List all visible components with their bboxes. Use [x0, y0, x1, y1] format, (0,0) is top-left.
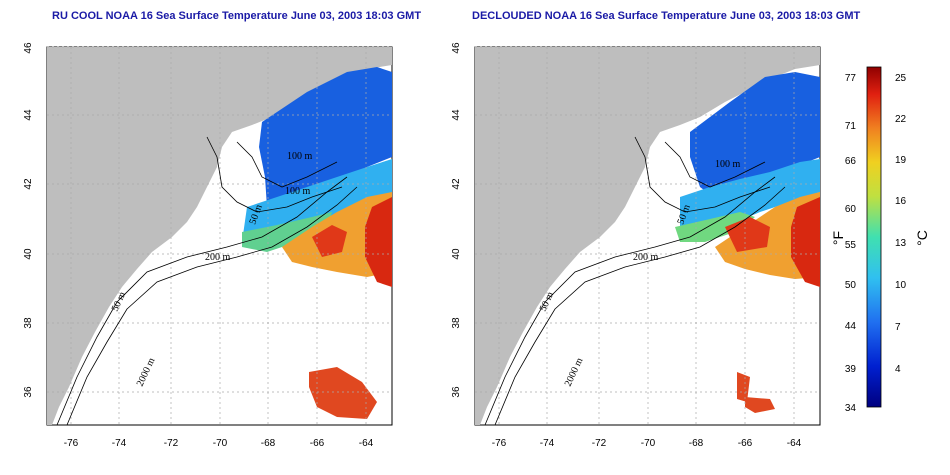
celsius-tick: 13 [895, 238, 907, 249]
contour-label: 200 m [205, 252, 231, 263]
celsius-tick: 4 [895, 364, 901, 375]
y-tick-label: 42 [451, 178, 462, 190]
y-tick-label: 36 [23, 386, 34, 398]
panel-title-left: RU COOL NOAA 16 Sea Surface Temperature … [52, 10, 422, 22]
x-tick-label: -68 [261, 438, 276, 449]
y-tick-label: 44 [451, 109, 462, 121]
bathymetry-contours [484, 136, 786, 426]
sst-hot-region [791, 197, 820, 287]
land-mass [475, 47, 820, 425]
x-tick-label: -74 [112, 438, 127, 449]
x-tick-label: -72 [592, 438, 607, 449]
x-tick-label: -72 [164, 438, 179, 449]
colorbar: 77 71 66 60 55 50 44 39 34 25 22 19 16 1… [830, 66, 930, 414]
celsius-tick: 7 [895, 322, 901, 333]
fahrenheit-tick: 55 [845, 240, 857, 251]
x-tick-label: -70 [641, 438, 656, 449]
y-axis-left: 36 38 40 42 44 46 [23, 42, 34, 398]
contour-label: 100 m [287, 151, 313, 162]
fahrenheit-tick: 60 [845, 204, 857, 215]
x-tick-label: -66 [310, 438, 325, 449]
fahrenheit-tick: 77 [845, 73, 857, 84]
x-axis-left: -76 -74 -72 -70 -68 -66 -64 [64, 438, 374, 449]
fahrenheit-tick: 34 [845, 403, 857, 414]
y-tick-label: 42 [23, 178, 34, 190]
x-tick-label: -66 [738, 438, 753, 449]
x-tick-label: -64 [787, 438, 802, 449]
fahrenheit-tick: 66 [845, 156, 857, 167]
y-tick-label: 40 [23, 248, 34, 260]
fahrenheit-tick: 39 [845, 364, 857, 375]
contour-label: 100 m [715, 159, 741, 170]
sst-hot-region [365, 197, 392, 287]
y-tick-label: 46 [451, 42, 462, 54]
map-panel-right: 200 m 100 m 50 m 50 m 2000 m [474, 46, 821, 426]
y-axis-right: 36 38 40 42 44 46 [451, 42, 462, 398]
gridlines [47, 46, 392, 425]
fahrenheit-tick: 50 [845, 280, 857, 291]
x-tick-label: -70 [213, 438, 228, 449]
y-tick-label: 44 [23, 109, 34, 121]
unit-celsius: °C [914, 230, 930, 246]
y-tick-label: 38 [451, 317, 462, 329]
celsius-tick: 16 [895, 196, 907, 207]
sst-hot-eddy [312, 225, 347, 257]
contour-label: 100 m [285, 186, 311, 197]
celsius-tick: 10 [895, 280, 907, 291]
x-tick-label: -76 [64, 438, 79, 449]
x-tick-label: -64 [359, 438, 374, 449]
sst-hot-patch-south [309, 367, 377, 419]
y-tick-label: 46 [23, 42, 34, 54]
sst-cool-region [680, 159, 820, 237]
x-tick-label: -76 [492, 438, 507, 449]
colorbar-f-ticks: 77 71 66 60 55 50 44 39 34 [845, 73, 857, 414]
unit-fahrenheit: °F [830, 231, 846, 245]
y-tick-label: 40 [451, 248, 462, 260]
fahrenheit-tick: 71 [845, 121, 857, 132]
x-tick-label: -68 [689, 438, 704, 449]
x-tick-label: -74 [540, 438, 555, 449]
colorbar-c-ticks: 25 22 19 16 13 10 7 4 [895, 73, 907, 375]
y-tick-label: 38 [23, 317, 34, 329]
panel-title-right: DECLOUDED NOAA 16 Sea Surface Temperatur… [472, 10, 861, 22]
bathymetry-contours [56, 136, 358, 426]
sst-green-band [242, 212, 332, 252]
contour-label: 200 m [633, 252, 659, 263]
y-tick-label: 36 [451, 386, 462, 398]
map-panel-left: 200 m 100 m 100 m 50 m 50 m 2000 m [46, 46, 393, 426]
celsius-tick: 22 [895, 114, 907, 125]
celsius-tick: 25 [895, 73, 907, 84]
sst-hot-patch-south [737, 372, 775, 413]
colorbar-gradient [866, 66, 882, 408]
land-mass [47, 47, 392, 425]
celsius-tick: 19 [895, 155, 907, 166]
x-axis-right: -76 -74 -72 -70 -68 -66 -64 [492, 438, 802, 449]
gridlines [475, 46, 820, 425]
fahrenheit-tick: 44 [845, 321, 857, 332]
